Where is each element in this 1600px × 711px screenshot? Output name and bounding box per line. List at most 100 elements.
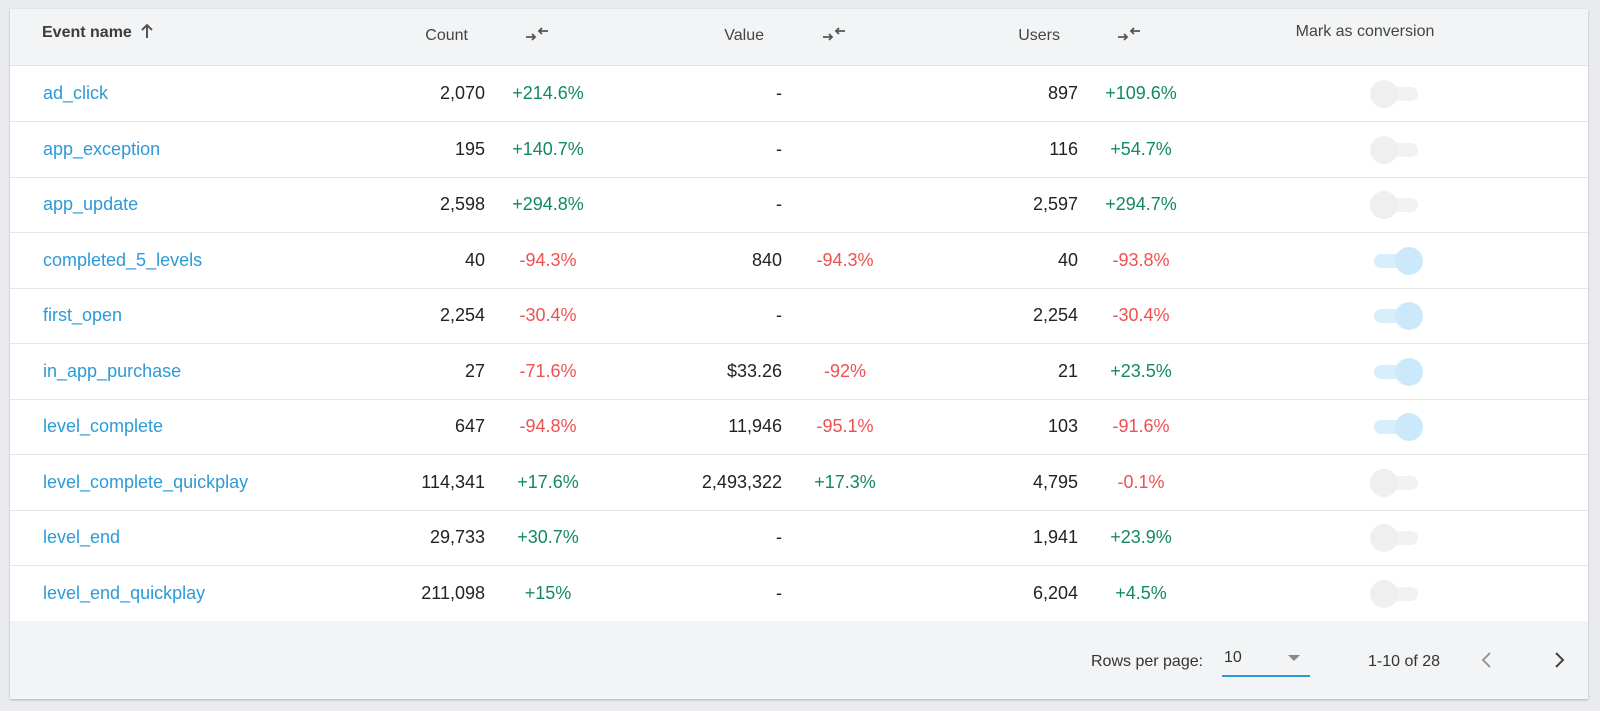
header-event-name[interactable]: Event name <box>42 23 154 42</box>
count-change: +214.6% <box>512 83 584 103</box>
header-mark-as-conversion: Mark as conversion <box>1295 23 1435 40</box>
pagination-range: 1-10 of 28 <box>1368 653 1441 670</box>
value-value: - <box>776 527 782 547</box>
value-change: -92% <box>823 360 867 381</box>
users-change: +109.6% <box>1105 83 1177 103</box>
value-value: - <box>776 194 782 214</box>
users-value: 116 <box>1049 138 1078 159</box>
rows-per-page-select[interactable]: 10 <box>1222 645 1310 677</box>
mark-as-conversion-toggle[interactable] <box>1370 357 1426 387</box>
compare-arrows-icon[interactable] <box>822 26 846 42</box>
value-change <box>795 66 895 121</box>
count-value: 40 <box>464 249 485 270</box>
users-change: +23.9% <box>1110 527 1172 547</box>
users-value: 103 <box>1047 416 1078 436</box>
next-page-button[interactable] <box>1544 645 1574 675</box>
mark-as-conversion-toggle[interactable] <box>1370 412 1426 442</box>
rows-per-page-label: Rows per page: <box>1091 653 1204 670</box>
table-row: ad_click 2,070 +214.6% - 897 +109.6% <box>10 66 1588 122</box>
table-row: in_app_purchase 27 -71.6% $33.26 -92% 21 +23.5… <box>10 344 1588 400</box>
count-value: 29,733 <box>429 527 485 547</box>
count-value: 114,341 <box>421 471 485 492</box>
event-name-link[interactable]: first_open <box>43 305 123 325</box>
count-value: 647 <box>454 416 485 436</box>
events-table-card: Event name Count Value Users Mark as con… <box>10 9 1588 699</box>
users-change: +23.5% <box>1110 360 1172 381</box>
value-value: 11,946 <box>728 416 782 436</box>
value-change: -94.3% <box>816 249 874 270</box>
mark-as-conversion-toggle[interactable] <box>1370 246 1426 276</box>
value-change <box>795 510 895 565</box>
users-change: +4.5% <box>1115 582 1167 603</box>
count-value: 2,070 <box>439 83 485 103</box>
users-value: 2,597 <box>1032 194 1078 214</box>
header-count[interactable]: Count <box>425 27 468 44</box>
event-name-link[interactable]: app_exception <box>43 138 161 159</box>
header-value[interactable]: Value <box>724 27 764 44</box>
event-name-link[interactable]: level_end <box>43 527 121 547</box>
previous-page-button[interactable] <box>1472 645 1502 675</box>
value-change: +17.3% <box>814 471 876 492</box>
value-change: -95.1% <box>816 416 874 436</box>
value-value: 840 <box>751 249 782 270</box>
table-row: app_update 2,598 +294.8% - 2,597 +294.7% <box>10 177 1588 233</box>
value-value: 2,493,322 <box>701 471 782 492</box>
toggle-knob <box>1370 135 1398 164</box>
sort-arrow-up-icon[interactable] <box>140 23 154 39</box>
users-value: 1,941 <box>1032 527 1078 547</box>
count-change: -94.8% <box>519 416 577 436</box>
value-change <box>795 566 895 621</box>
count-value: 2,598 <box>439 194 485 214</box>
value-value: - <box>776 83 782 103</box>
toggle-knob <box>1395 246 1423 275</box>
count-value: 195 <box>454 138 485 159</box>
table-row: completed_5_levels 40 -94.3% 840 -94.3% 40 -93… <box>10 233 1588 289</box>
mark-as-conversion-toggle[interactable] <box>1370 468 1426 498</box>
table-row: app_exception 195 +140.7% - 116 +54.7% <box>10 122 1588 178</box>
toggle-knob <box>1370 579 1398 608</box>
compare-arrows-icon[interactable] <box>525 26 549 42</box>
rows-per-page-value: 10 <box>1224 649 1242 666</box>
mark-as-conversion-toggle[interactable] <box>1370 579 1426 609</box>
event-name-link[interactable]: level_complete <box>43 416 164 436</box>
mark-as-conversion-toggle[interactable] <box>1370 301 1426 331</box>
chevron-left-icon <box>1481 652 1491 668</box>
table-row: level_complete 647 -94.8% 11,946 -95.1% 103 -9… <box>10 399 1588 455</box>
value-value: - <box>776 138 782 159</box>
mark-as-conversion-toggle[interactable] <box>1370 135 1426 165</box>
mark-as-conversion-toggle[interactable] <box>1370 523 1426 553</box>
count-value: 211,098 <box>421 582 485 603</box>
value-change <box>795 288 895 343</box>
toggle-knob <box>1370 191 1398 219</box>
header-users[interactable]: Users <box>1018 27 1060 44</box>
event-name-link[interactable]: level_complete_quickplay <box>43 471 249 492</box>
table-row: first_open 2,254 -30.4% - 2,254 -30.4% <box>10 288 1588 344</box>
count-change: -30.4% <box>519 305 577 325</box>
count-change: +140.7% <box>512 138 584 159</box>
table-row: level_end 29,733 +30.7% - 1,941 +23.9% <box>10 510 1588 566</box>
users-change: -93.8% <box>1112 249 1170 270</box>
value-value: - <box>776 582 782 603</box>
toggle-knob <box>1395 302 1423 330</box>
users-value: 40 <box>1057 249 1078 270</box>
count-value: 2,254 <box>439 305 485 325</box>
event-name-link[interactable]: completed_5_levels <box>43 249 203 270</box>
users-value: 21 <box>1057 360 1078 381</box>
value-change <box>795 177 895 232</box>
users-change: +294.7% <box>1105 194 1177 214</box>
event-name-link[interactable]: app_update <box>43 194 139 214</box>
users-change: -0.1% <box>1117 471 1165 492</box>
toggle-knob <box>1370 524 1398 552</box>
users-change: -30.4% <box>1112 305 1170 325</box>
mark-as-conversion-toggle[interactable] <box>1370 79 1426 109</box>
dropdown-caret-icon <box>1288 655 1300 661</box>
event-name-link[interactable]: ad_click <box>43 83 109 103</box>
toggle-knob <box>1370 80 1398 108</box>
mark-as-conversion-toggle[interactable] <box>1370 190 1426 220</box>
event-name-link[interactable]: level_end_quickplay <box>43 582 206 603</box>
users-value: 4,795 <box>1032 471 1078 492</box>
users-value: 6,204 <box>1032 582 1078 603</box>
count-value: 27 <box>464 360 485 381</box>
event-name-link[interactable]: in_app_purchase <box>43 360 182 381</box>
compare-arrows-icon[interactable] <box>1117 26 1141 42</box>
